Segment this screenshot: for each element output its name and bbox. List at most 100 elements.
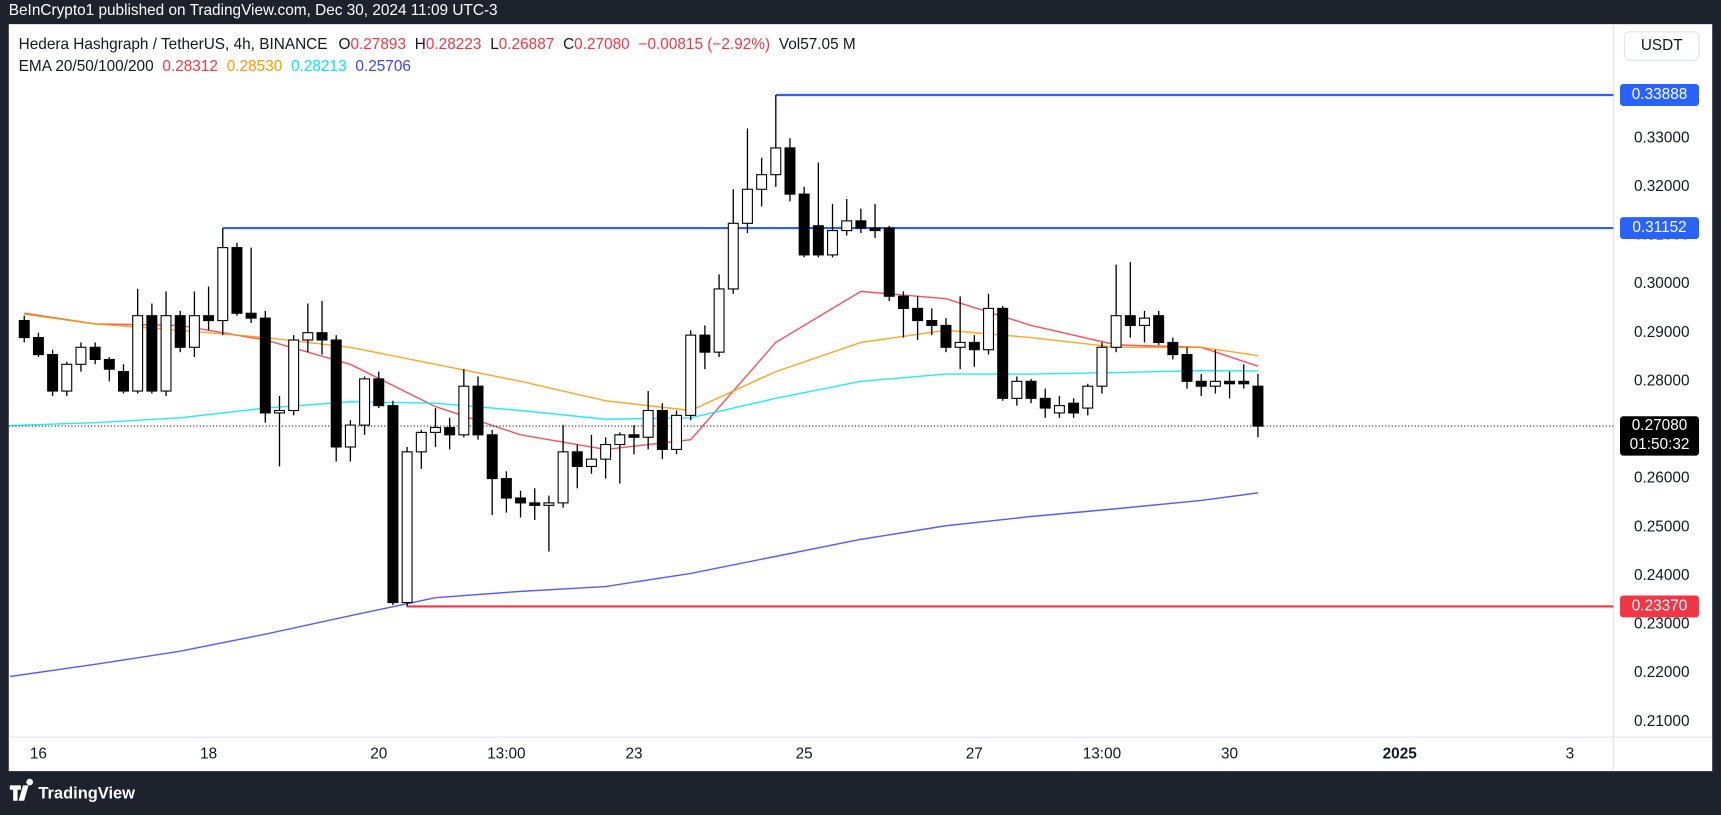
candle-body — [1025, 380, 1037, 399]
candle-body — [472, 385, 484, 436]
ema-value: 0.28530 — [227, 58, 283, 75]
candle-body — [529, 502, 541, 506]
y-tick-label: 0.28000 — [1634, 372, 1690, 389]
candle-body — [132, 315, 144, 392]
candle-body — [32, 337, 44, 356]
countdown-label: 01:50:32 — [1630, 436, 1690, 453]
y-tick-label: 0.24000 — [1634, 567, 1690, 584]
x-tick-label: 2025 — [1383, 746, 1418, 763]
candle-body — [1209, 380, 1221, 387]
symbol: Hedera Hashgraph / TetherUS, 4h, BINANCE — [19, 36, 328, 53]
ohlc-value: 0.27893 — [350, 36, 406, 53]
candle-body — [983, 307, 994, 351]
candle-body — [1039, 397, 1051, 409]
x-tick-label: 23 — [625, 746, 642, 763]
candle-body — [217, 247, 229, 322]
x-tick-label: 13:00 — [487, 746, 525, 763]
candle-body — [1224, 380, 1236, 385]
ohlc-key: L — [490, 36, 499, 53]
level-tag-label: 0.31152 — [1632, 219, 1686, 236]
y-tick-label: 0.32000 — [1634, 178, 1690, 195]
candle-body — [1124, 315, 1136, 326]
brand-logo — [9, 778, 33, 801]
candle-body — [302, 332, 314, 341]
currency-button[interactable] — [1623, 31, 1700, 61]
candle-body — [1139, 317, 1150, 326]
candle-body — [500, 478, 512, 499]
candle-body — [699, 334, 711, 353]
candle-body — [1153, 315, 1165, 343]
candle-body — [146, 315, 158, 392]
y-tick-label: 0.30000 — [1634, 275, 1690, 292]
level-tag — [1620, 217, 1700, 240]
candle-body — [855, 220, 867, 229]
ohlc-key: C — [563, 36, 574, 53]
change: −0.00815 (−2.92%) — [639, 36, 771, 53]
candle-body — [1096, 346, 1108, 387]
candle-body — [1195, 380, 1207, 387]
candle-body — [61, 363, 73, 392]
candle-body — [1252, 385, 1264, 427]
candle-body — [344, 424, 356, 448]
x-tick-label: 16 — [30, 746, 47, 763]
candle-body — [926, 320, 938, 326]
candle-body — [188, 315, 200, 348]
candle-body — [656, 409, 668, 450]
ema-value: 0.28213 — [291, 58, 347, 75]
last-price-label: 0.27080 — [1632, 417, 1688, 434]
y-tick-label: 0.26000 — [1634, 470, 1690, 487]
candle-body — [273, 409, 285, 414]
candle-body — [997, 307, 1009, 399]
ohlc-key: O — [338, 36, 350, 53]
candle-body — [401, 451, 413, 604]
y-tick-label: 0.23000 — [1634, 616, 1690, 633]
candle-body — [940, 324, 952, 348]
ema-title: EMA 20/50/100/200 — [19, 58, 154, 75]
candle-body — [614, 434, 626, 446]
candle-body — [47, 354, 59, 392]
candle-body — [373, 378, 385, 407]
x-tick-label: 27 — [966, 746, 983, 763]
y-tick-label: 0.22000 — [1634, 664, 1690, 681]
candle-body — [1181, 354, 1193, 382]
candle-body — [330, 339, 342, 448]
candle-body — [600, 443, 612, 460]
level-tag — [1620, 595, 1700, 618]
last-price-tag — [1620, 416, 1700, 456]
symbol-line: Hedera Hashgraph / TetherUS, 4h, BINANCE… — [19, 36, 856, 53]
candle-body — [203, 315, 215, 322]
candle-body — [1082, 385, 1094, 409]
ema-value: 0.28312 — [162, 58, 218, 75]
candle-body — [798, 193, 810, 256]
y-tick-label: 0.33000 — [1634, 129, 1690, 146]
candle-body — [968, 341, 980, 351]
x-tick-label: 30 — [1221, 746, 1238, 763]
y-tick-label: 0.29000 — [1634, 324, 1690, 341]
candle-body — [1011, 380, 1023, 399]
candle-body — [515, 497, 527, 504]
y-tick-label: 0.21000 — [1634, 713, 1690, 730]
axes: 0.21000 0.22000 0.23000 0.24000 0.25000 0.260… — [30, 84, 1700, 763]
candle-body — [869, 227, 881, 232]
candle-body — [1167, 341, 1179, 356]
candle-body — [585, 458, 597, 467]
candle-body — [486, 434, 498, 480]
volume-key: Vol — [779, 36, 800, 53]
candle-body — [103, 358, 115, 370]
candle-body — [883, 227, 895, 297]
candle-body — [415, 431, 427, 453]
ohlc-value: 0.28223 — [426, 36, 482, 53]
candle-body — [841, 220, 853, 232]
ohlc-value: 0.26887 — [499, 36, 555, 53]
ohlc-key: H — [415, 36, 426, 53]
candle-body — [245, 312, 257, 319]
candle-body — [756, 174, 768, 190]
ohlc-value: 0.27080 — [574, 36, 630, 53]
candle-body — [685, 334, 697, 416]
volume-value: 57.05 M — [800, 36, 856, 53]
candle-body — [770, 147, 782, 176]
y-tick-label: 0.25000 — [1634, 518, 1690, 535]
currency-label[interactable]: USDT — [1641, 37, 1683, 54]
